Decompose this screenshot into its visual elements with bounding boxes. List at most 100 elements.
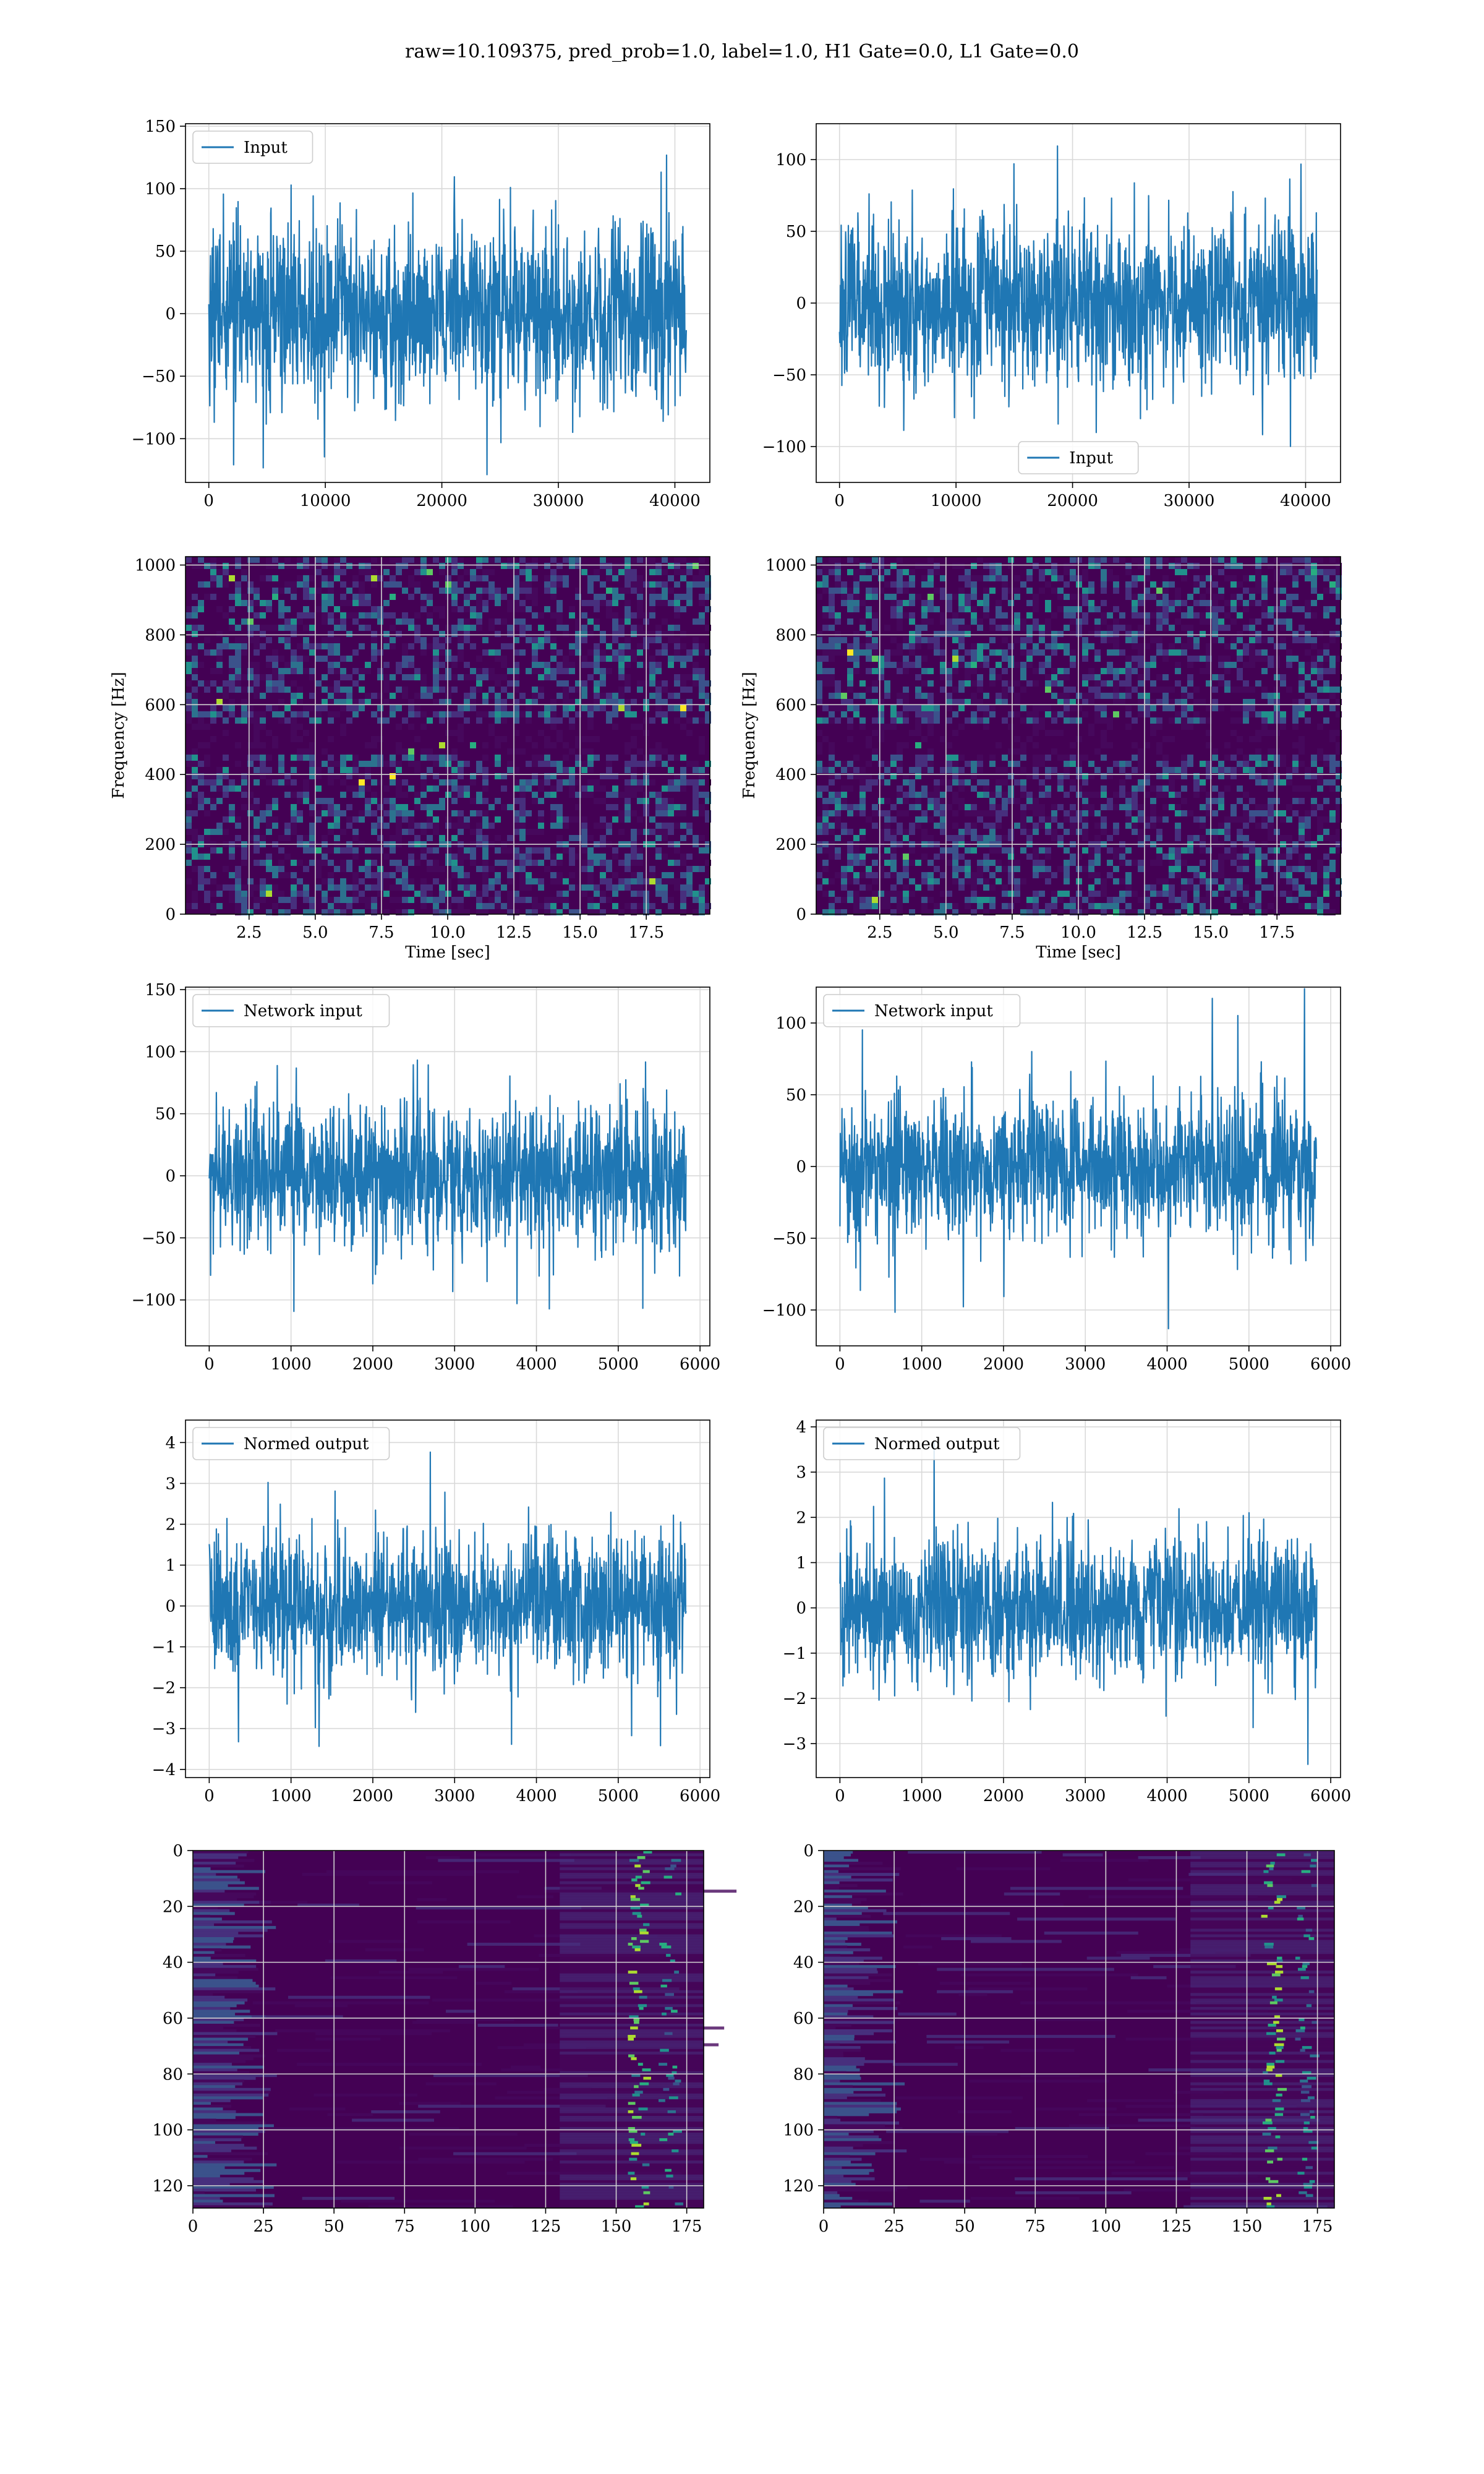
r1-right-xtick-label-2: 20000 [1047,492,1098,510]
r2-left-xtick-label-4: 12.5 [496,923,532,942]
r5-right-ytick-label-4: 80 [793,2065,814,2084]
r4-right-xtick-label-1: 1000 [902,1787,942,1805]
r2-left-xtick-label-3: 10.0 [430,923,466,942]
r5-right-ytick-label-1: 20 [793,1898,814,1916]
r2-right-xtick-label-4: 12.5 [1127,923,1162,942]
r4-left-frame [185,1419,710,1778]
r4-right-legend: Normed output [823,1427,1021,1460]
r4-right-series-line [839,1441,1318,1765]
r1-left-xtick-label-2: 20000 [416,492,467,510]
r3-right-panel: 0 1000 2000 3000 4000 5000 6000 100 50 0 −50 −100 Ne… [762,987,1351,1374]
r2-left-ytick-label-5: 1000 [135,557,176,575]
r1-left-panel: 0 10000 20000 30000 40000 150 100 50 0 −50 −100 Inp… [132,118,710,510]
r3-right-ytick-label-3: −50 [772,1230,806,1248]
r5-left-ytick-label-0: 0 [173,1842,183,1860]
r1-right-legend: Input [1018,441,1139,474]
r3-left-ytick-label-4: −50 [142,1229,176,1248]
r4-left-ytick-label-0: 4 [165,1434,176,1452]
r2-right-ytick-label-1: 200 [775,836,806,854]
r3-right-xtick-label-3: 3000 [1065,1355,1106,1374]
r5-right-xtick-label-0: 0 [819,2217,829,2236]
r1-right-series-line [838,145,1318,447]
r4-left-xtick-label-1: 1000 [271,1787,312,1805]
r4-left-legend-box [192,1427,390,1460]
r3-left-ytick-label-1: 100 [145,1043,176,1061]
r4-left-ytick-label-6: −2 [152,1679,176,1698]
r1-left-xtick-label-1: 10000 [300,492,351,510]
r5-left-xtick-label-1: 25 [254,2217,274,2236]
r2-right-xtick-label-0: 2.5 [867,923,892,942]
r3-left-xtick-label-4: 4000 [516,1355,556,1374]
r4-left-xtick-label-5: 5000 [598,1787,639,1805]
r5-right-heatmap [824,1851,1334,2209]
r4-right-ytick-label-7: −3 [783,1735,806,1753]
r4-right-ytick-label-3: 1 [796,1554,806,1572]
r3-right-ytick-label-0: 100 [775,1014,806,1033]
r5-right-ytick-label-0: 0 [803,1842,814,1860]
r4-left-series-line [208,1451,687,1747]
r1-left-ytick-label-1: 100 [145,180,176,199]
r4-right-ytick-label-1: 3 [796,1463,806,1482]
r4-left-ytick-label-3: 1 [165,1557,176,1575]
r4-left-xtick-label-3: 3000 [434,1787,475,1805]
r1-right-xtick-label-4: 40000 [1280,492,1331,510]
figure-title: raw=10.109375, pred_prob=1.0, label=1.0,… [405,41,1079,62]
r1-right-xtick-label-3: 30000 [1164,492,1215,510]
r3-left-xtick-label-3: 3000 [434,1355,475,1374]
r2-left-ytick-label-1: 200 [145,836,176,854]
r1-left-legend-box [192,131,313,164]
r3-right-ytick-label-1: 50 [786,1086,806,1105]
r1-left-frame [185,123,710,483]
r5-left-xtick-label-3: 75 [394,2217,415,2236]
r1-left-xtick-label-3: 30000 [533,492,584,510]
r4-right-xtick-label-3: 3000 [1065,1787,1106,1805]
r1-left-legend: Input [192,131,313,164]
r2-left-heatmap [186,557,711,915]
r5-right-panel: 0 25 50 75 100 125 150 175 0 20 40 60 80 100 120 [783,1842,1335,2236]
r3-right-ytick-label-2: 0 [796,1158,806,1176]
r2-right-xtick-label-2: 7.5 [999,923,1025,942]
r4-right-xtick-label-4: 4000 [1146,1787,1187,1805]
r3-right-xtick-label-6: 6000 [1310,1355,1351,1374]
r5-right-xtick-label-7: 175 [1302,2217,1333,2236]
r3-left-xtick-label-5: 5000 [598,1355,639,1374]
r2-right-ytick-label-0: 0 [796,905,806,924]
r4-left-ytick-label-5: −1 [152,1638,176,1657]
r3-left-legend: Network input [192,994,390,1027]
r3-right-legend-label: Network input [874,1002,993,1021]
r3-right-legend-box [823,994,1021,1027]
r1-right-legend-label: Input [1069,449,1113,468]
r1-left-xtick-label-0: 0 [203,492,214,510]
r3-left-legend-label: Network input [244,1002,362,1021]
r3-left-ytick-label-5: −100 [132,1291,176,1310]
r3-left-xtick-label-1: 1000 [271,1355,312,1374]
r2-right-ytick-label-3: 600 [775,696,806,714]
r4-left-legend-label: Normed output [244,1435,369,1453]
r4-right-ytick-label-4: 0 [796,1599,806,1618]
r5-left-ytick-label-6: 120 [152,2177,183,2196]
r5-right-xtick-label-6: 150 [1232,2217,1263,2236]
r1-left-ytick-label-4: −50 [142,367,176,386]
r1-left-ytick-label-3: 0 [165,305,176,323]
r1-left-legend-label: Input [244,139,288,157]
r3-right-ytick-label-4: −100 [762,1301,806,1320]
r1-right-ytick-label-1: 50 [786,223,806,241]
r2-left-xlabel: Time [sec] [405,943,490,962]
r2-left-xtick-label-5: 15.0 [562,923,598,942]
r3-right-xtick-label-2: 2000 [983,1355,1024,1374]
r4-left-legend: Normed output [192,1427,390,1460]
r5-left-ytick-label-4: 80 [163,2065,183,2084]
r4-left-xtick-label-2: 2000 [352,1787,393,1805]
r1-right-ytick-label-4: −100 [762,438,806,456]
r1-right-xtick-label-1: 10000 [931,492,982,510]
r4-left-ytick-label-8: −4 [152,1761,176,1779]
r1-right-legend-box [1018,441,1139,474]
r2-right-heatmap [816,557,1342,915]
r2-left-panel: 2.5 5.0 7.5 10.0 12.5 15.0 17.5 0 200 400 600 800 10… [109,556,711,962]
r4-right-xtick-label-0: 0 [835,1787,845,1805]
r1-right-ytick-label-3: −50 [772,366,806,385]
r2-left-xtick-label-1: 5.0 [302,923,328,942]
r4-right-xtick-label-6: 6000 [1310,1787,1351,1805]
r5-right-xtick-label-4: 100 [1091,2217,1122,2236]
